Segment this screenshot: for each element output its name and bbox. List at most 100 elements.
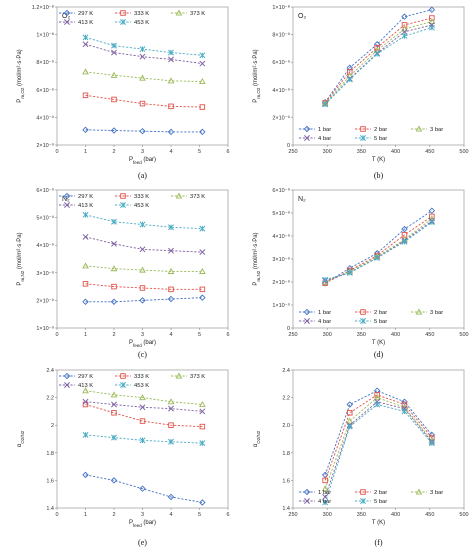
series-line [85, 36, 203, 56]
x-tick-label: 5 [198, 332, 201, 338]
series-line [85, 297, 203, 303]
legend-item: 333 K [115, 193, 149, 200]
y-tick-label: 0 [287, 326, 290, 332]
data-point [346, 269, 353, 276]
data-point [139, 297, 146, 304]
legend-marker [303, 125, 311, 133]
data-point [82, 298, 89, 306]
series-3-bar [321, 215, 436, 285]
data-point [374, 254, 381, 261]
legend-item: 2 bar [355, 126, 387, 133]
legend-label: 1 bar [318, 310, 331, 316]
y-tick-label: 6×10⁻⁹ [272, 187, 290, 194]
legend-marker [303, 308, 311, 316]
y-axis-label: Pm,O2 (mol/m²·s·Pa) [253, 49, 261, 102]
panel-b: 0 2×10⁻⁹ 4×10⁻⁹ 6×10⁻⁹ 8×10⁻⁹ 1×10⁻⁸ 250 300 350… [253, 4, 469, 180]
data-point [373, 394, 381, 401]
legend-marker [120, 202, 126, 208]
x-tick-label: 3 [141, 512, 144, 518]
data-point [139, 46, 146, 53]
legend-label: 413 K [78, 383, 93, 389]
legend: 1 bar 2 bar 3 bar 4 bar 5 bar [299, 488, 443, 505]
data-point [139, 246, 146, 253]
y-tick-label: 2×10⁻⁹ [272, 279, 290, 286]
data-point [346, 423, 353, 430]
series-line [324, 21, 432, 104]
legend: 1 bar 2 bar 3 bar 4 bar 5 bar [299, 125, 443, 142]
legend-label: 3 bar [430, 490, 443, 496]
x-tick-label: 6 [226, 512, 229, 518]
legend-marker [120, 19, 126, 25]
legend-marker [64, 202, 70, 208]
legend-item: 4 bar [299, 135, 331, 142]
data-point [168, 56, 174, 63]
legend-item: 5 bar [355, 498, 387, 505]
x-tick-label: 350 [357, 149, 366, 155]
x-tick-label: 300 [323, 332, 332, 338]
data-point [111, 49, 117, 56]
legend: 297 K 333 K 373 K 413 K 453 K [59, 9, 205, 26]
series-line [85, 283, 203, 290]
data-point [373, 41, 381, 48]
panel-c: 1×10⁻⁹ 2×10⁻⁹ 3×10⁻⁹ 4×10⁻⁹ 5×10⁻⁹ 6×10⁻⁹ 0 1 2 3… [17, 187, 230, 359]
y-tick-label: 1×10⁻⁹ [36, 325, 54, 332]
legend-item: 373 K [171, 9, 205, 17]
legend-item: 1 bar [299, 308, 331, 316]
data-point [199, 440, 206, 447]
y-tick-label: 0 [287, 143, 290, 149]
gas-label: N₂ [62, 196, 70, 203]
data-point [110, 71, 118, 78]
x-tick-label: 400 [391, 332, 400, 338]
data-point [82, 68, 89, 75]
data-point [199, 408, 206, 415]
legend: 1 bar 2 bar 3 bar 4 bar 5 bar [299, 308, 443, 325]
y-axis-label: αO2/N2 [253, 430, 261, 447]
data-point [82, 471, 89, 479]
x-tick-label: 6 [226, 149, 229, 155]
panel-label: (d) [374, 350, 384, 359]
legend-label: 453 K [134, 383, 149, 389]
legend-marker [175, 9, 183, 16]
series-line [324, 404, 433, 503]
data-point [429, 15, 435, 21]
data-point [374, 50, 381, 57]
x-axis-label: T (K) [372, 157, 385, 163]
legend-marker [120, 373, 126, 379]
y-tick-label: 1×10⁻⁸ [272, 4, 290, 11]
series-297-k [82, 471, 206, 506]
legend-marker [120, 193, 126, 199]
legend: 297 K 333 K 373 K 413 K 453 K [59, 372, 205, 389]
legend-item: 3 bar [411, 488, 443, 496]
legend-item: 297 K [59, 9, 93, 17]
plot-frame [292, 369, 465, 509]
data-point [82, 41, 89, 48]
y-tick-label: 4×10⁻⁹ [272, 233, 290, 240]
legend-label: 2 bar [374, 310, 387, 316]
legend-marker [360, 135, 366, 141]
panel-label: (e) [138, 538, 147, 547]
legend-marker [303, 488, 311, 496]
legend-item: 5 bar [355, 135, 387, 142]
series-453-k [82, 431, 206, 447]
y-tick-label: 8×10⁻⁹ [36, 59, 54, 66]
legend-label: 333 K [134, 11, 149, 17]
legend-item: 3 bar [411, 308, 443, 316]
legend-label: 373 K [190, 374, 205, 380]
data-point [168, 422, 174, 428]
y-tick-label: 2×10⁻⁹ [272, 114, 290, 121]
y-tick-label: 2×10⁻⁹ [36, 297, 54, 304]
data-point [168, 224, 174, 231]
data-point [167, 128, 175, 136]
legend-marker [360, 126, 366, 132]
data-point [110, 298, 118, 306]
data-point [139, 485, 146, 492]
legend-item: 5 bar [355, 318, 387, 325]
series-line [85, 390, 203, 405]
data-point [82, 211, 89, 218]
x-tick-label: 250 [288, 512, 297, 518]
y-axis-label: αO2/N2 [17, 430, 25, 447]
series-5-bar [322, 219, 435, 283]
data-point [139, 221, 146, 228]
series-line [324, 216, 433, 284]
legend-label: 453 K [134, 20, 149, 26]
